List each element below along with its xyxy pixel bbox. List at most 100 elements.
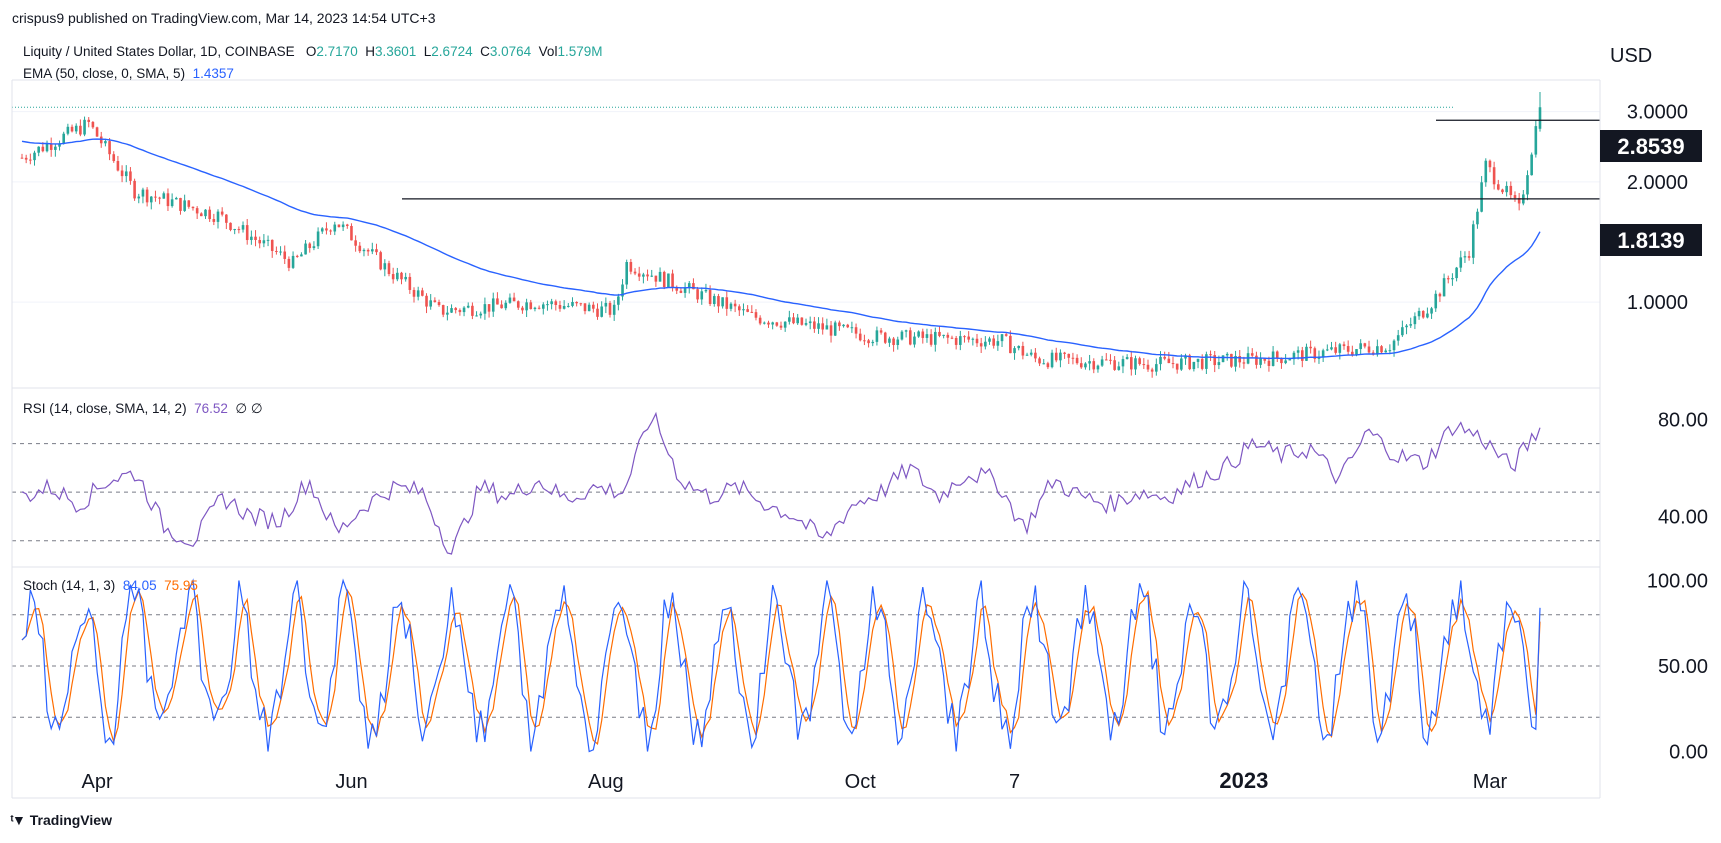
- candle-body: [1376, 346, 1379, 355]
- stoch-panel[interactable]: [12, 578, 1600, 753]
- candle-body: [1330, 347, 1333, 350]
- candle-body: [229, 222, 232, 230]
- stoch-legend: Stoch (14, 1, 3) 84.05 75.95: [23, 578, 198, 593]
- x-tick-5: 2023: [1219, 768, 1268, 793]
- candle-body: [888, 338, 891, 343]
- candle-body: [875, 330, 879, 342]
- low-value: 2.6724: [431, 44, 473, 59]
- candle-body: [241, 225, 245, 230]
- price-tick-labels: 1.0000 2.0000 3.0000: [1627, 102, 1688, 314]
- candle-body: [1292, 352, 1296, 360]
- stoch-k-line: [21, 578, 1541, 753]
- candle-body: [829, 325, 833, 336]
- candle-body: [454, 308, 458, 311]
- high-value: 3.3601: [374, 44, 417, 59]
- candle-body: [1321, 350, 1325, 357]
- candle-body: [425, 295, 428, 307]
- level-badge-2-8539[interactable]: 2.8539: [1600, 130, 1702, 162]
- candle-body: [220, 211, 224, 215]
- level-badge-1-8139[interactable]: 1.8139: [1600, 224, 1702, 256]
- candle-body: [275, 250, 278, 252]
- candle-body: [1163, 356, 1166, 359]
- candle-body: [808, 321, 812, 324]
- candle-body: [1150, 369, 1154, 372]
- candle-body: [1088, 361, 1091, 364]
- candle-body: [1513, 195, 1517, 198]
- candle-body: [400, 272, 403, 280]
- candle-body: [1234, 356, 1237, 367]
- candle-body: [1438, 293, 1442, 297]
- rsi-label: RSI (14, close, SMA, 14, 2): [23, 401, 187, 416]
- stoch-tick-0: 0.00: [1669, 741, 1708, 763]
- candle-body: [1346, 346, 1350, 352]
- candle-body: [521, 307, 524, 311]
- candle-body: [625, 262, 628, 285]
- candle-body: [650, 275, 654, 277]
- candle-body: [959, 336, 962, 345]
- candle-body: [304, 243, 307, 255]
- tradingview-brand[interactable]: ͭ▼ TradingView: [12, 812, 112, 828]
- candle-body: [579, 303, 583, 305]
- candle-body: [1059, 352, 1062, 361]
- candle-body: [183, 200, 186, 211]
- candle-body: [429, 300, 432, 307]
- stoch-d-value: 75.95: [164, 578, 198, 593]
- candle-body: [1138, 358, 1141, 365]
- candle-body: [1467, 256, 1471, 258]
- candle-body: [1309, 346, 1312, 349]
- candle-body: [984, 341, 987, 347]
- candle-body: [817, 323, 820, 329]
- candle-body: [504, 302, 508, 309]
- candle-body: [1209, 354, 1212, 356]
- candle-body: [1434, 293, 1438, 309]
- candle-body: [988, 338, 991, 342]
- candle-body: [804, 323, 808, 325]
- candle-body: [1221, 355, 1225, 363]
- candle-body: [767, 322, 770, 325]
- candle-body: [1196, 358, 1200, 362]
- candle-body: [883, 332, 887, 343]
- candle-body: [1113, 360, 1116, 370]
- candle-body: [383, 263, 387, 270]
- candle-body: [1004, 334, 1008, 336]
- candle-body: [137, 196, 141, 199]
- candle-body: [1200, 358, 1204, 369]
- ema-label: EMA (50, close, 0, SMA, 5): [23, 66, 186, 81]
- candle-body: [913, 336, 916, 345]
- candle-body: [921, 331, 925, 338]
- rsi-panel[interactable]: [12, 411, 1600, 555]
- candle-body: [800, 317, 804, 325]
- candle-body: [337, 224, 341, 228]
- price-panel[interactable]: [12, 91, 1600, 378]
- candle-body: [925, 334, 929, 338]
- candle-body: [792, 317, 795, 324]
- candle-body: [1125, 357, 1129, 360]
- candle-body: [1171, 363, 1175, 365]
- candle-body: [1342, 344, 1346, 347]
- candle-body: [1084, 363, 1087, 368]
- candle-body: [900, 331, 904, 340]
- candle-body: [1426, 313, 1429, 318]
- candle-body: [1413, 316, 1417, 325]
- candle-body: [608, 302, 612, 315]
- candle-body: [587, 304, 591, 312]
- candle-body: [58, 143, 61, 147]
- candle-body: [550, 301, 553, 305]
- candle-body: [66, 126, 70, 134]
- candle-body: [1000, 334, 1004, 342]
- candle-body: [654, 275, 658, 282]
- rsi-tick-labels: 40.00 80.00: [1658, 409, 1708, 528]
- candle-body: [262, 240, 266, 244]
- candle-body: [1104, 359, 1108, 361]
- candle-body: [1284, 360, 1287, 364]
- candle-body: [554, 301, 558, 305]
- candle-body: [387, 263, 391, 275]
- candle-body: [725, 297, 729, 309]
- candle-body: [245, 225, 249, 241]
- candle-body: [996, 341, 1000, 346]
- candle-body: [441, 305, 445, 315]
- candle-body: [771, 322, 774, 325]
- candle-body: [1188, 355, 1191, 370]
- candle-body: [212, 219, 216, 222]
